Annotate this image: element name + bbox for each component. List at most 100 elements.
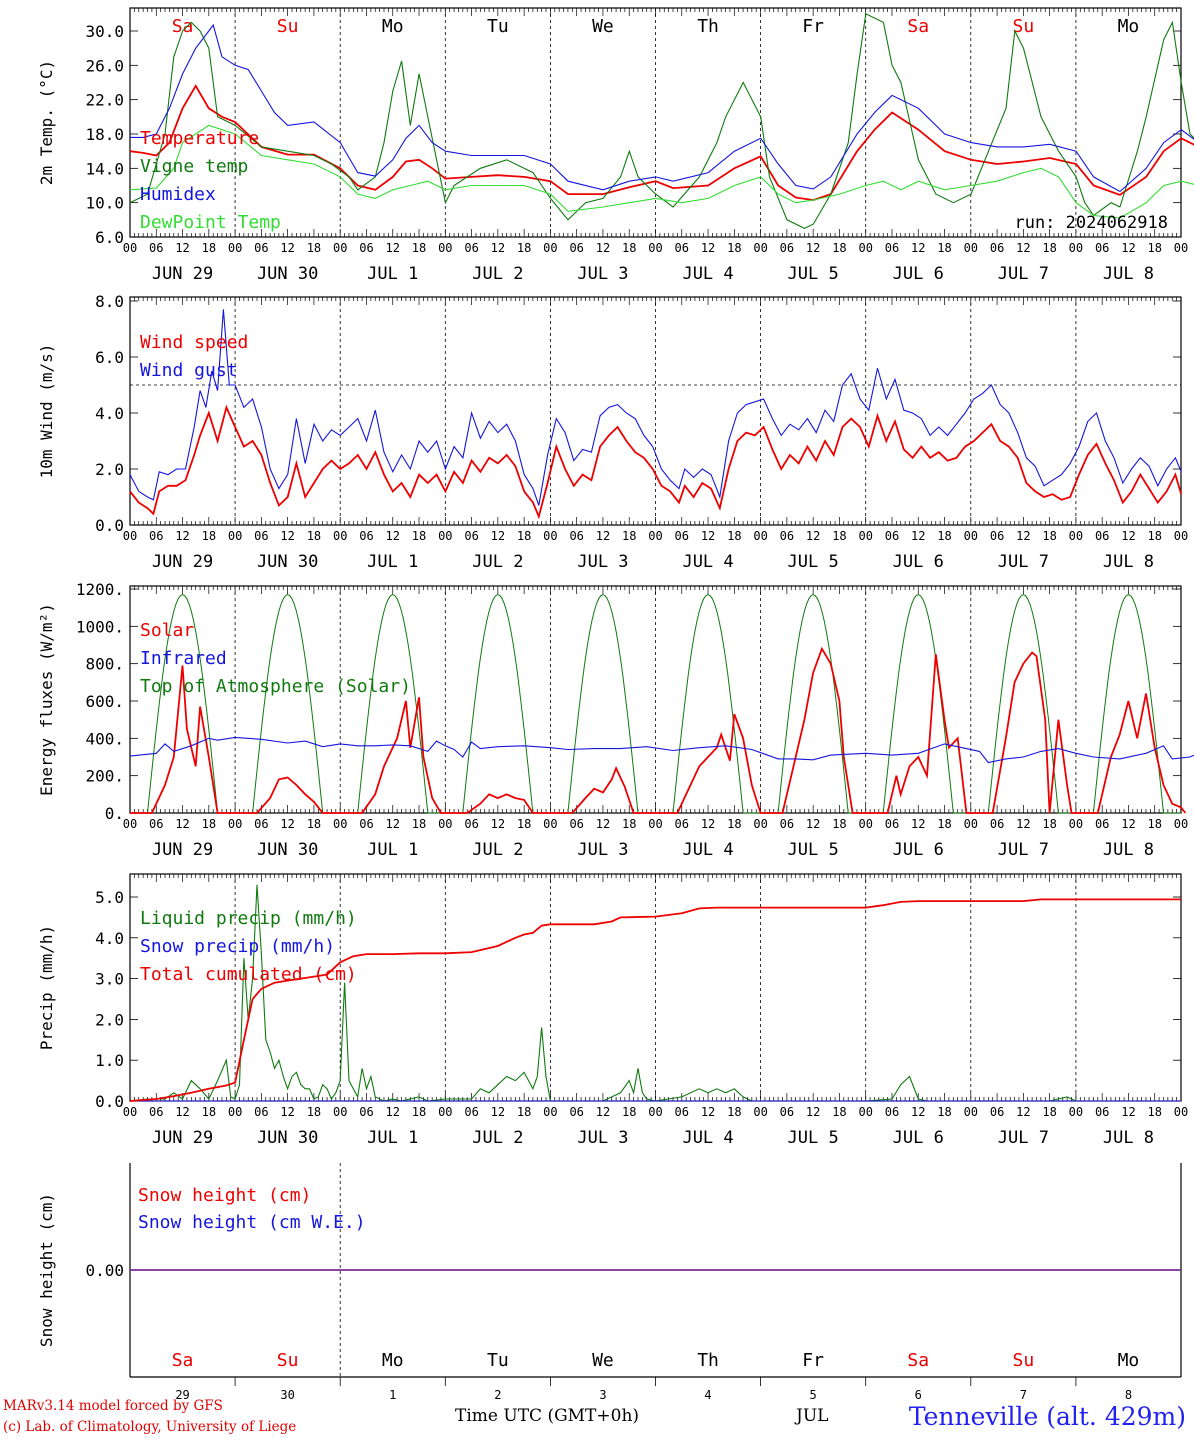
hour-tick-label: 00 [438, 817, 452, 831]
date-label: JUL 2 [472, 264, 523, 284]
date-label: JUL 6 [893, 552, 944, 572]
hour-tick-label: 12 [175, 529, 189, 543]
weekday-label: Fr [802, 16, 824, 37]
weekday-label: We [592, 16, 614, 37]
hour-tick-label: 12 [280, 817, 294, 831]
date-label: JUL 4 [682, 840, 733, 860]
date-label: JUL 4 [682, 264, 733, 284]
hour-tick-label: 18 [1042, 241, 1056, 255]
hour-tick-label: 18 [832, 817, 846, 831]
date-label: JUL 4 [682, 1128, 733, 1148]
y-tick-label: 0.0 [95, 1092, 124, 1111]
hour-tick-label: 12 [175, 241, 189, 255]
hour-tick-label: 18 [832, 1105, 846, 1119]
hour-tick-label: 18 [937, 1105, 951, 1119]
hour-tick-label: 00 [438, 241, 452, 255]
weekday-label: Mo [382, 16, 404, 37]
hour-tick-label: 18 [412, 817, 426, 831]
y-axis-label: 2m Temp. (°C) [37, 60, 56, 185]
hour-tick-label: 00 [964, 1105, 978, 1119]
date-label: JUN 29 [152, 840, 213, 860]
weekday-label: Su [277, 1350, 299, 1371]
hour-tick-label: 00 [333, 1105, 347, 1119]
hour-tick-label: 12 [806, 1105, 820, 1119]
hour-tick-label: 12 [1016, 1105, 1030, 1119]
hour-tick-label: 06 [359, 241, 373, 255]
hour-tick-label: 00 [648, 241, 662, 255]
date-label: JUL 3 [577, 840, 628, 860]
hour-tick-label: 00 [228, 241, 242, 255]
hour-tick-label: 18 [937, 241, 951, 255]
hour-tick-label: 12 [280, 241, 294, 255]
hour-tick-label: 00 [438, 529, 452, 543]
legend-entry: Snow height (cm W.E.) [138, 1212, 366, 1233]
day-number: 5 [810, 1388, 817, 1402]
weekday-label: Su [1013, 16, 1035, 37]
series-dewpoint-temp [129, 124, 1194, 219]
hour-tick-label: 06 [885, 529, 899, 543]
hour-tick-label: 00 [1174, 1105, 1188, 1119]
hour-tick-label: 00 [1069, 529, 1083, 543]
hour-tick-label: 12 [491, 817, 505, 831]
hour-tick-label: 12 [1121, 817, 1135, 831]
weekday-label: Sa [907, 16, 929, 37]
date-label: JUL 3 [577, 264, 628, 284]
date-label: JUL 1 [367, 552, 418, 572]
hour-tick-label: 12 [386, 1105, 400, 1119]
hour-tick-label: 18 [1042, 817, 1056, 831]
date-label: JUL 2 [472, 552, 523, 572]
hour-tick-label: 18 [622, 241, 636, 255]
weekday-label: Th [697, 16, 719, 37]
legend-entry: Liquid precip (mm/h) [140, 908, 357, 929]
date-label: JUL 1 [367, 1128, 418, 1148]
panel-5: 0.00 Snow height (cm) Snow height (cm) Snow… [37, 1163, 1182, 1402]
hour-tick-label: 12 [280, 529, 294, 543]
series-humidex [130, 23, 1194, 193]
y-axis-label: 10m Wind (m/s) [37, 344, 56, 479]
hour-tick-label: 06 [464, 817, 478, 831]
hour-tick-label: 00 [1174, 241, 1188, 255]
date-label: JUL 7 [998, 840, 1049, 860]
hour-tick-label: 00 [228, 1105, 242, 1119]
date-label: JUL 5 [788, 264, 839, 284]
hour-tick-label: 06 [569, 1105, 583, 1119]
day-number: 7 [1020, 1388, 1027, 1402]
hour-tick-label: 12 [1121, 1105, 1135, 1119]
date-label: JUL 8 [1103, 264, 1154, 284]
hour-tick-label: 18 [307, 529, 321, 543]
hour-tick-label: 06 [780, 817, 794, 831]
hour-tick-label: 00 [1069, 817, 1083, 831]
y-tick-label: 0.00 [85, 1261, 124, 1280]
series-wind-gust [129, 309, 1182, 506]
hour-tick-label: 18 [202, 529, 216, 543]
day-number: 29 [175, 1388, 189, 1402]
y-tick-label: 2.0 [95, 1010, 124, 1029]
credit-line-1: MARv3.14 model forced by GFS [3, 1398, 223, 1414]
date-label: JUL 8 [1103, 1128, 1154, 1148]
legend-entry: Humidex [140, 184, 216, 205]
hour-tick-label: 18 [727, 241, 741, 255]
hour-tick-label: 06 [780, 1105, 794, 1119]
hour-tick-label: 18 [622, 529, 636, 543]
run-label: run: 2024062918 [1014, 213, 1168, 233]
hour-tick-label: 12 [911, 1105, 925, 1119]
hour-tick-label: 18 [727, 1105, 741, 1119]
hour-tick-label: 12 [596, 241, 610, 255]
series-infrared [129, 736, 1194, 764]
y-tick-label: 200. [85, 767, 124, 786]
date-label: JUL 2 [472, 1128, 523, 1148]
hour-tick-label: 00 [123, 817, 137, 831]
legend-entry: Top of Atmosphere (Solar) [140, 676, 411, 697]
date-label: JUL 7 [998, 1128, 1049, 1148]
y-tick-label: 3.0 [95, 970, 124, 989]
hour-tick-label: 00 [228, 817, 242, 831]
hour-tick-label: 00 [1174, 529, 1188, 543]
hour-tick-label: 06 [1095, 241, 1109, 255]
day-number: 1 [389, 1388, 396, 1402]
legend-entry: Total cumulated (cm) [140, 964, 357, 985]
hour-tick-label: 06 [675, 817, 689, 831]
hour-tick-label: 18 [412, 529, 426, 543]
hour-tick-label: 12 [911, 241, 925, 255]
hour-tick-label: 18 [412, 1105, 426, 1119]
hour-tick-label: 18 [307, 817, 321, 831]
